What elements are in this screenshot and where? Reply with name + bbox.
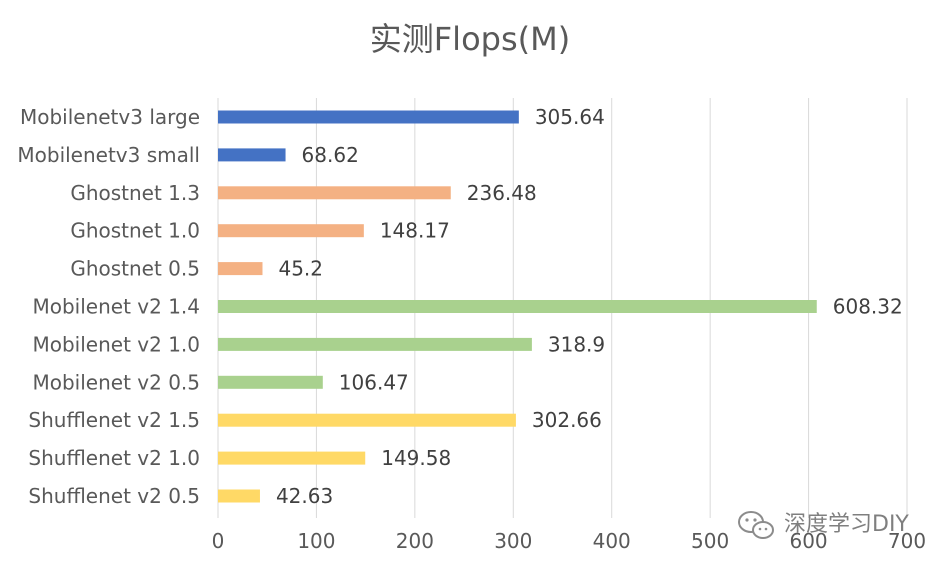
category-label: Ghostnet 1.0 [70,219,200,243]
x-tick-label: 600 [789,529,827,553]
bar [218,375,323,389]
bars [218,110,817,503]
x-tick-label: 100 [297,529,335,553]
bar [218,186,451,200]
data-label: 106.47 [339,370,409,394]
bar [218,337,532,351]
bar [218,262,263,276]
category-label: Shufflenet v2 1.0 [28,446,200,470]
data-label: 318.9 [548,332,605,356]
data-label: 305.64 [535,105,605,129]
x-tick-label: 500 [691,529,729,553]
category-label: Mobilenetv3 small [17,143,200,167]
category-label: Mobilenetv3 large [20,105,200,129]
chart-title: 实测Flops(M) [369,20,571,58]
data-label: 302.66 [532,408,602,432]
x-tick-label: 0 [212,529,225,553]
x-tick-label: 400 [593,529,631,553]
data-label: 42.63 [276,484,333,508]
wechat-icon [738,511,774,539]
bar [218,413,516,427]
data-label: 45.2 [278,257,323,281]
labels: 0 100 200 300 400 500 600 700 Mobilenetv3 large 3… [17,105,926,553]
x-tick-label: 200 [396,529,434,553]
data-label: 236.48 [467,181,537,205]
bar [218,224,364,238]
category-label: Mobilenet v2 1.0 [32,332,200,356]
data-label: 68.62 [302,143,359,167]
data-label: 608.32 [833,295,903,319]
x-tick-label: 300 [494,529,532,553]
category-label: Ghostnet 1.3 [70,181,200,205]
bar [218,110,519,124]
bar [218,489,260,503]
bar [218,451,366,465]
category-label: Shufflenet v2 1.5 [28,408,200,432]
category-label: Mobilenet v2 0.5 [32,370,200,394]
x-tick-label: 700 [888,529,926,553]
category-label: Ghostnet 0.5 [70,257,200,281]
data-label: 148.17 [380,219,450,243]
watermark-text: 深度学习DIY [784,512,909,537]
bar [218,300,817,313]
category-label: Mobilenet v2 1.4 [32,295,200,319]
category-label: Shufflenet v2 0.5 [28,484,200,508]
bar [218,148,286,162]
watermark: 深度学习DIY [738,511,909,539]
data-label: 149.58 [381,446,451,470]
